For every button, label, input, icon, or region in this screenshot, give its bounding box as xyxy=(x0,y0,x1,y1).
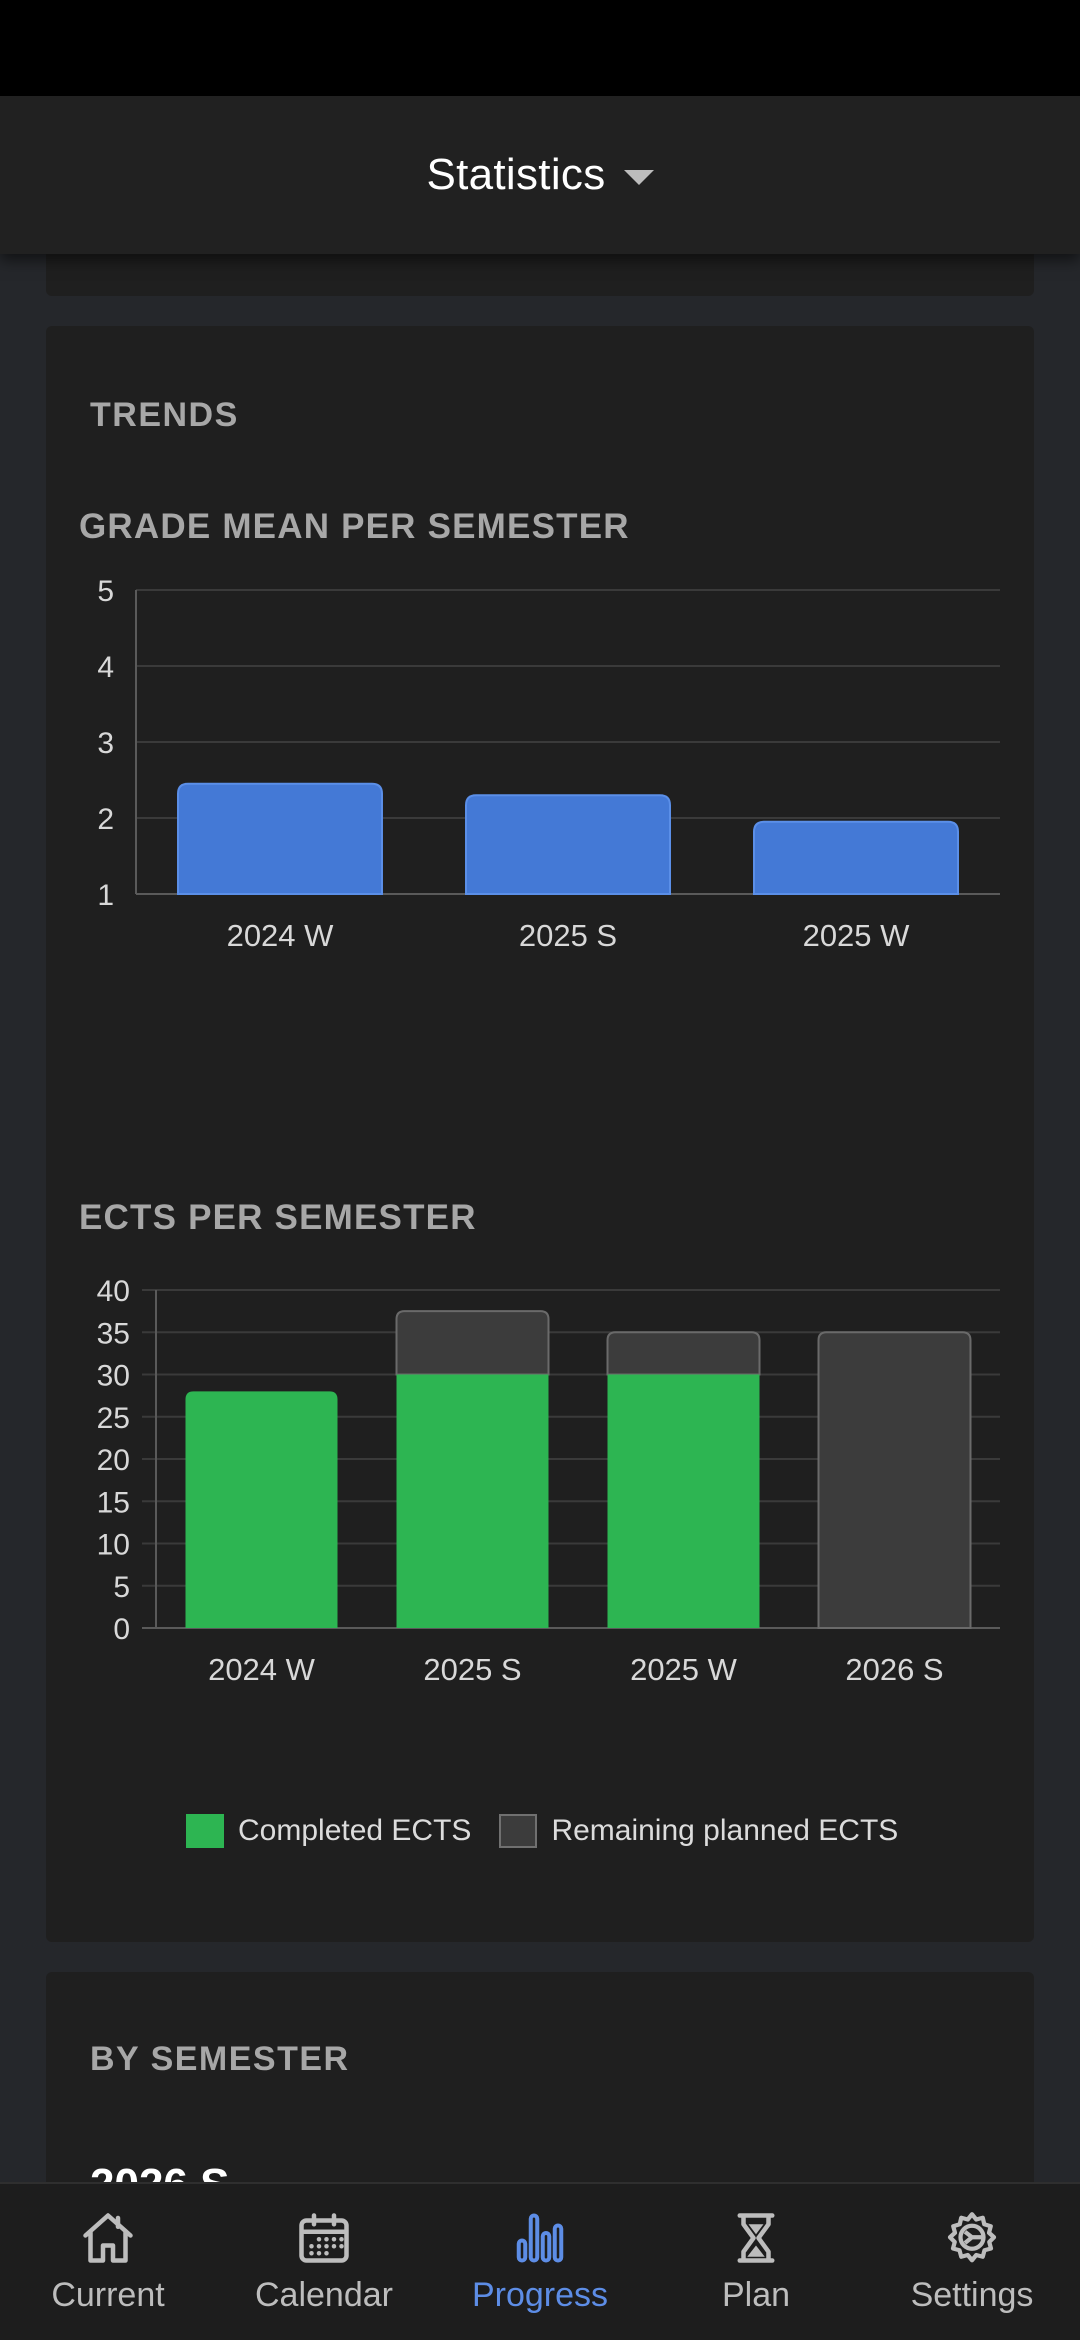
bar-2025-s xyxy=(465,794,671,895)
bar-remaining-2026-s xyxy=(817,1331,972,1629)
by-semester-heading: BY SEMESTER xyxy=(90,2040,350,2078)
grade-chart-title: GRADE MEAN PER SEMESTER xyxy=(79,507,630,546)
legend-remaining: Remaining planned ECTS xyxy=(499,1814,898,1848)
bar-remaining-2025-w xyxy=(606,1331,761,1376)
calendar-icon xyxy=(299,2213,349,2263)
gear-icon xyxy=(947,2212,997,2263)
y-tick-label: 5 xyxy=(97,575,114,608)
status-bar xyxy=(0,0,1080,96)
legend-swatch-completed xyxy=(186,1814,224,1848)
nav-item-progress[interactable]: Progress xyxy=(432,2184,648,2340)
page-title: Statistics xyxy=(426,150,606,199)
y-tick-label: 4 xyxy=(97,651,114,684)
x-tick-label: 2026 S xyxy=(845,1652,943,1687)
app-bar: Statistics xyxy=(0,96,1080,254)
home-icon xyxy=(83,2213,133,2263)
legend-label-completed: Completed ECTS xyxy=(238,1814,472,1847)
y-tick-label: 5 xyxy=(113,1571,130,1604)
x-tick-label: 2025 W xyxy=(803,918,911,953)
nav-label-current: Current xyxy=(51,2276,165,2314)
y-tick-label: 15 xyxy=(97,1486,130,1519)
bar-completed-2024-w xyxy=(185,1391,338,1628)
dropdown-caret-icon xyxy=(623,169,654,185)
bar-2025-w xyxy=(753,820,959,895)
bar-2024-w xyxy=(177,782,383,895)
bottom-navigation: Current Calendar Progress xyxy=(0,2182,1080,2340)
y-tick-label: 3 xyxy=(97,727,114,760)
bar-remaining-2025-s xyxy=(395,1310,550,1376)
y-tick-label: 1 xyxy=(97,879,114,912)
nav-label-progress: Progress xyxy=(471,2276,609,2314)
trends-heading: TRENDS xyxy=(90,396,239,434)
x-tick-label: 2025 W xyxy=(630,1652,738,1687)
nav-label-plan: Plan xyxy=(721,2276,791,2314)
y-tick-label: 40 xyxy=(97,1275,130,1308)
y-tick-label: 25 xyxy=(97,1402,130,1435)
nav-label-settings: Settings xyxy=(910,2276,1034,2314)
legend-completed: Completed ECTS xyxy=(186,1814,471,1848)
y-tick-label: 20 xyxy=(97,1444,130,1477)
legend-label-remaining: Remaining planned ECTS xyxy=(551,1814,899,1847)
nav-item-plan[interactable]: Plan xyxy=(648,2184,864,2340)
legend-swatch-remaining xyxy=(499,1814,538,1848)
previous-card xyxy=(46,254,1034,296)
y-tick-label: 30 xyxy=(97,1360,130,1393)
y-tick-label: 2 xyxy=(97,803,114,836)
nav-item-current[interactable]: Current xyxy=(0,2184,216,2340)
x-tick-label: 2024 W xyxy=(208,1652,316,1687)
x-tick-label: 2025 S xyxy=(519,918,617,953)
ects-chart: 0 5 10 15 20 25 30 35 40 2024 W 2025 S 2025 W 2026 S xyxy=(97,1275,1000,1687)
y-tick-label: 35 xyxy=(97,1317,130,1350)
bar-chart-icon xyxy=(516,2213,564,2263)
grade-mean-chart: 1 2 3 4 5 2024 W 2025 S 2025 W xyxy=(97,575,1000,953)
x-tick-label: 2025 S xyxy=(423,1652,521,1687)
statistics-dropdown[interactable]: Statistics xyxy=(426,150,654,200)
ects-legend: Completed ECTS Remaining planned ECTS xyxy=(186,1814,926,1848)
ects-chart-title: ECTS PER SEMESTER xyxy=(79,1198,477,1237)
bar-completed-2025-s xyxy=(396,1374,549,1628)
x-tick-label: 2024 W xyxy=(227,918,335,953)
nav-item-settings[interactable]: Settings xyxy=(864,2184,1080,2340)
y-tick-label: 0 xyxy=(113,1613,130,1646)
nav-label-calendar: Calendar xyxy=(255,2276,393,2314)
hourglass-icon xyxy=(737,2213,775,2263)
trends-card: TRENDS GRADE MEAN PER SEMESTER 1 2 3 4 5 2024… xyxy=(46,326,1034,1942)
bar-completed-2025-w xyxy=(607,1374,760,1628)
y-tick-label: 10 xyxy=(97,1529,130,1562)
nav-item-calendar[interactable]: Calendar xyxy=(216,2184,432,2340)
